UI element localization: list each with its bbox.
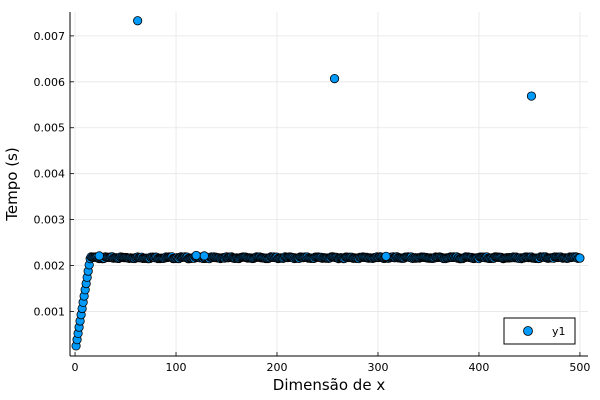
data-points [71, 16, 585, 351]
legend-label-y1: y1 [552, 325, 566, 338]
y-tick-label: 0.007 [34, 30, 66, 43]
y-tick-label: 0.005 [34, 122, 66, 135]
data-point [94, 251, 104, 261]
data-point [526, 91, 537, 101]
legend-marker-y1 [523, 326, 533, 336]
x-tick-label: 200 [266, 361, 287, 374]
legend: y1 [503, 317, 576, 345]
y-tick-label: 0.006 [34, 76, 66, 89]
data-point [199, 251, 209, 261]
data-point [381, 251, 391, 261]
data-point [133, 16, 143, 26]
y-tick-label: 0.001 [34, 305, 66, 318]
y-tick-label: 0.003 [34, 214, 66, 227]
y-axis-title: Tempo (s) [3, 147, 21, 221]
x-axis-title: Dimensão de x [273, 376, 386, 394]
grid-lines [70, 12, 588, 356]
x-tick-label: 100 [166, 361, 187, 374]
data-point [191, 250, 201, 261]
legend-box [503, 317, 576, 345]
axes [69, 12, 588, 357]
data-point [575, 253, 585, 263]
x-tick-label: 300 [367, 361, 388, 374]
y-tick-label: 0.002 [34, 260, 66, 273]
x-tick-label: 400 [468, 361, 489, 374]
y-tick-label: 0.004 [34, 168, 66, 181]
x-tick-label: 500 [569, 361, 590, 374]
tick-labels: 0 100 200 300 400 500 0.001 0.002 0.003 0.004 0.00… [34, 30, 591, 374]
data-point [329, 73, 340, 84]
x-tick-label: 0 [72, 361, 79, 374]
